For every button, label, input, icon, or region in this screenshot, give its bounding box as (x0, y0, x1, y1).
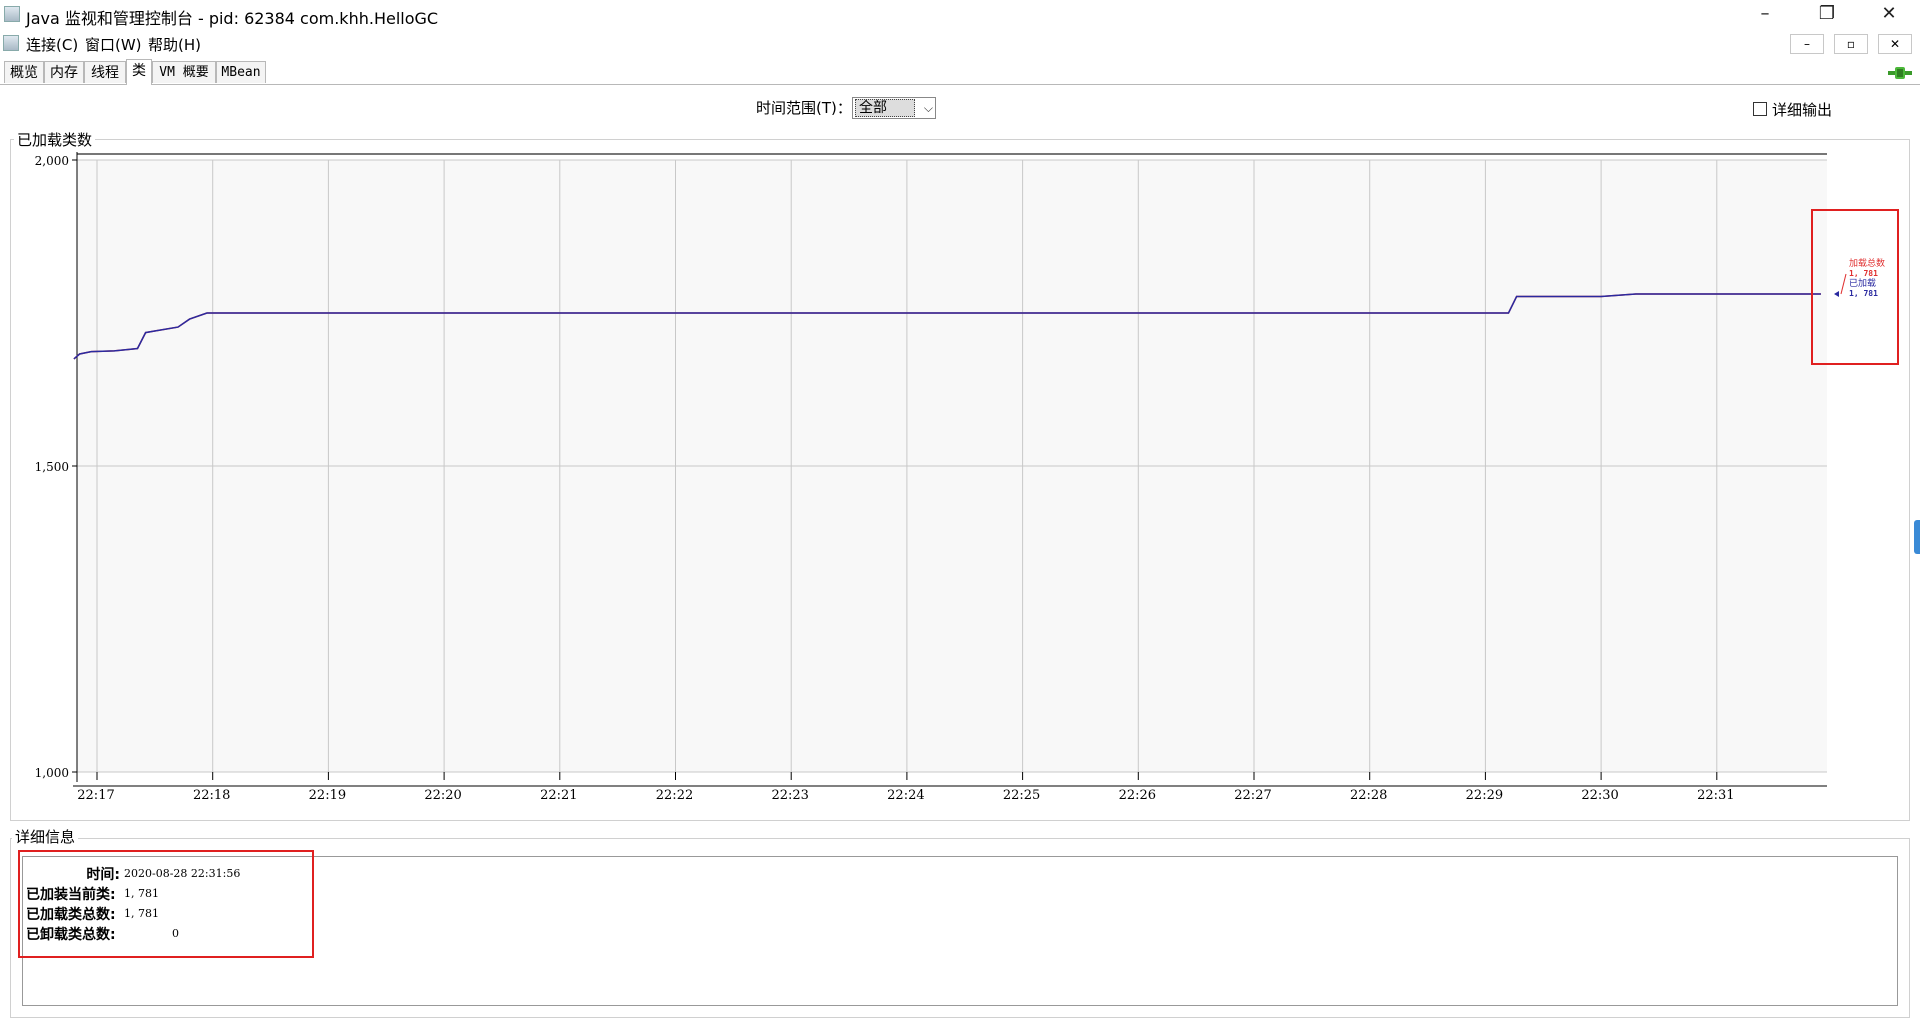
tab-mbean[interactable]: MBean (216, 61, 266, 83)
time-range-label: 时间范围(T)： (756, 99, 852, 117)
detail-current-loaded-value: 1, 781 (124, 887, 159, 900)
chevron-down-icon: ⌵ (923, 101, 933, 115)
detail-total-unloaded-label: 已卸载类总数: (26, 927, 116, 943)
java-app-icon (4, 6, 20, 22)
detail-current-loaded-label: 已加装当前类: (26, 887, 116, 903)
tab-strip: 概览 内存 线程 类 VM 概要 MBean (0, 59, 1920, 85)
tab-overview[interactable]: 概览 (4, 61, 44, 83)
legend-value: 1, 781 (1849, 269, 1878, 278)
verbose-output-label[interactable]: 详细输出 (1772, 101, 1833, 119)
y-tick-label: 1,000 (35, 766, 69, 780)
menu-connection[interactable]: 连接(C) (26, 36, 79, 54)
y-tick-label: 2,000 (35, 154, 69, 168)
highlight-box-details (18, 850, 314, 958)
details-panel (10, 838, 1910, 1018)
connected-icon (1888, 67, 1912, 79)
menu-window[interactable]: 窗口(W) (85, 36, 142, 54)
internal-frame-icon[interactable] (3, 35, 19, 51)
frame-restore-button[interactable]: ▫ (1834, 34, 1868, 54)
highlight-box-legend (1811, 209, 1899, 365)
title-bar: Java 监视和管理控制台 - pid: 62384 com.khh.Hello… (0, 0, 1920, 30)
detail-time-value: 2020-08-28 22:31:56 (124, 867, 241, 880)
loaded-classes-panel (10, 139, 1910, 821)
tab-memory[interactable]: 内存 (44, 61, 84, 83)
time-range-select[interactable]: 全部 ⌵ (852, 97, 936, 119)
time-range-value: 全部 (855, 99, 915, 117)
x-tick-label: 22:23 (771, 788, 808, 803)
window-title: Java 监视和管理控制台 - pid: 62384 com.khh.Hello… (26, 9, 439, 28)
detail-total-unloaded-value: 0 (172, 927, 179, 940)
x-tick-label: 22:24 (887, 788, 924, 803)
x-tick-label: 22:22 (656, 788, 693, 803)
y-tick-label: 1,500 (35, 460, 69, 474)
side-scroll-handle[interactable] (1914, 520, 1920, 554)
x-tick-label: 22:20 (424, 788, 461, 803)
loaded-classes-panel-title: 已加载类数 (14, 129, 96, 150)
tab-threads[interactable]: 线程 (84, 61, 126, 83)
detail-total-loaded-label: 已加载类总数: (26, 907, 116, 923)
details-content (22, 856, 1898, 1006)
legend-label: 已加载 (1849, 277, 1876, 289)
details-panel-title: 详细信息 (12, 826, 79, 847)
verbose-output-checkbox[interactable] (1753, 102, 1767, 116)
x-tick-label: 22:27 (1234, 788, 1271, 803)
frame-close-button[interactable]: ✕ (1878, 34, 1912, 54)
tab-vm-summary[interactable]: VM 概要 (152, 61, 216, 83)
x-tick-label: 22:31 (1697, 788, 1734, 803)
x-tick-label: 22:25 (1003, 788, 1040, 803)
legend-label: 加载总数 (1849, 257, 1885, 269)
minimize-button[interactable]: – (1760, 3, 1770, 24)
x-tick-label: 22:26 (1119, 788, 1156, 803)
x-tick-label: 22:28 (1350, 788, 1387, 803)
restore-button[interactable]: ❐ (1818, 3, 1836, 24)
x-tick-label: 22:21 (540, 788, 577, 803)
menu-help[interactable]: 帮助(H) (148, 36, 201, 54)
x-tick-label: 22:18 (193, 788, 230, 803)
frame-minimize-button[interactable]: – (1790, 34, 1824, 54)
detail-time-label: 时间: (86, 867, 120, 883)
legend-marker-loaded (1834, 291, 1839, 298)
legend-value: 1, 781 (1849, 289, 1878, 298)
x-tick-label: 22:19 (309, 788, 346, 803)
x-tick-label: 22:29 (1466, 788, 1503, 803)
x-tick-label: 22:30 (1581, 788, 1618, 803)
close-button[interactable]: ✕ (1881, 3, 1897, 24)
x-tick-label: 22:17 (77, 788, 114, 803)
series-line-loaded (73, 293, 1821, 360)
menu-bar: 连接(C) 窗口(W) 帮助(H) (0, 30, 1920, 56)
detail-total-loaded-value: 1, 781 (124, 907, 159, 920)
legend-marker-total (1840, 273, 1847, 295)
tab-classes[interactable]: 类 (126, 59, 152, 85)
